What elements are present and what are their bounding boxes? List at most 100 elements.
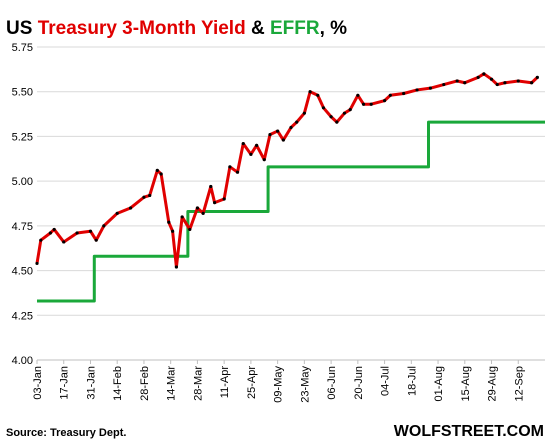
title-part: & — [246, 18, 270, 39]
data-point — [39, 238, 43, 242]
x-tick-label: 09-May — [273, 366, 285, 403]
data-point — [222, 197, 226, 201]
chart-title: US Treasury 3-Month Yield & EFFR, % — [6, 18, 347, 39]
x-tick-label: 20-Jun — [353, 366, 365, 400]
data-point — [482, 72, 486, 76]
data-point — [52, 227, 56, 232]
data-point — [94, 238, 98, 242]
source: Source: Treasury Dept. — [6, 427, 126, 439]
data-point — [188, 227, 192, 232]
y-tick-label: 5.25 — [12, 131, 33, 143]
data-point — [235, 170, 240, 174]
data-point — [249, 152, 253, 156]
data-point — [268, 133, 272, 137]
y-tick-label: 4.75 — [12, 221, 33, 233]
data-point — [442, 82, 446, 87]
watermark: WOLFSTREET.COM — [394, 423, 544, 440]
data-point — [201, 211, 205, 215]
data-point — [159, 172, 163, 176]
data-point — [495, 82, 499, 87]
data-point — [102, 224, 106, 228]
data-point — [128, 206, 133, 210]
x-tick-label: 14-Mar — [166, 366, 178, 401]
data-point — [321, 106, 326, 110]
data-point — [489, 77, 494, 81]
y-tick-label: 5.75 — [12, 42, 33, 54]
data-point — [369, 102, 373, 106]
title-part: , % — [320, 18, 348, 39]
x-tick-label: 06-Jun — [326, 366, 338, 400]
data-point — [476, 75, 480, 80]
data-point — [356, 93, 360, 97]
data-point — [335, 120, 339, 124]
data-point — [535, 75, 539, 80]
data-point — [308, 90, 312, 94]
data-point — [455, 79, 459, 83]
data-point — [342, 111, 347, 115]
x-tick-label: 11-Apr — [219, 366, 231, 399]
x-tick-label: 15-Aug — [460, 366, 472, 401]
data-point — [170, 229, 175, 233]
data-point — [195, 206, 200, 210]
x-tick-label: 28-Mar — [192, 366, 204, 401]
title-part: US — [6, 18, 38, 39]
data-point — [289, 125, 293, 130]
data-point — [180, 215, 184, 219]
data-point — [463, 81, 467, 85]
data-point — [516, 79, 520, 83]
data-point — [142, 195, 146, 199]
data-point — [316, 93, 320, 97]
data-point — [88, 229, 93, 233]
y-tick-label: 4.00 — [12, 355, 33, 367]
x-tick-label: 29-Aug — [487, 366, 499, 401]
data-point — [167, 220, 171, 224]
x-tick-label: 17-Jan — [59, 366, 71, 400]
data-point — [276, 129, 280, 133]
data-point — [295, 120, 299, 124]
data-point — [148, 193, 152, 198]
series-line — [35, 72, 539, 269]
x-tick-label: 12-Sep — [513, 366, 525, 401]
data-point — [255, 143, 259, 147]
x-tick-label: 28-Feb — [139, 366, 151, 401]
data-point — [530, 81, 534, 85]
data-point — [302, 111, 306, 115]
data-point — [75, 231, 79, 235]
x-tick-label: 04-Jul — [380, 366, 392, 396]
title-part: Treasury 3-Month Yield — [38, 18, 246, 39]
data-point — [228, 165, 232, 169]
data-point — [241, 141, 245, 146]
data-point — [503, 81, 507, 85]
x-tick-label: 03-Jan — [32, 366, 44, 400]
data-point — [382, 99, 387, 103]
data-point — [348, 108, 352, 112]
data-point — [329, 115, 333, 119]
y-tick-label: 4.50 — [12, 266, 33, 278]
x-tick-label: 18-Jul — [406, 366, 418, 396]
data-point — [48, 231, 52, 235]
data-point — [35, 261, 39, 266]
data-point — [361, 102, 366, 106]
series-line — [37, 120, 545, 303]
data-point — [115, 211, 119, 215]
data-point — [62, 240, 66, 244]
data-point — [262, 158, 266, 162]
data-point — [415, 88, 419, 92]
data-point — [388, 93, 392, 97]
data-point — [174, 265, 179, 269]
x-tick-label: 31-Jan — [85, 366, 97, 400]
x-tick-label: 14-Feb — [112, 366, 124, 401]
data-point — [209, 184, 213, 189]
title-part: EFFR — [270, 18, 320, 39]
x-tick-label: 23-May — [299, 366, 311, 403]
data-point — [155, 168, 159, 173]
y-tick-label: 5.50 — [12, 87, 33, 99]
y-tick-label: 4.25 — [12, 310, 33, 322]
y-tick-label: 5.00 — [12, 176, 33, 188]
x-tick-label: 25-Apr — [246, 366, 258, 399]
x-tick-label: 01-Aug — [433, 366, 445, 401]
data-point — [428, 86, 433, 90]
data-point — [281, 138, 285, 142]
data-point — [402, 91, 406, 96]
